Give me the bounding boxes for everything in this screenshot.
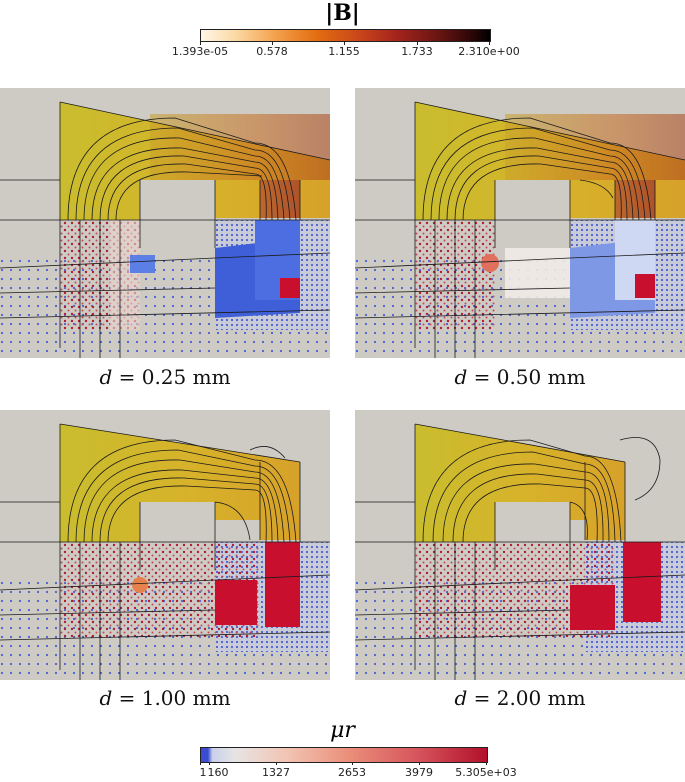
caption-value: = 2.00 mm: [467, 686, 586, 710]
simulation-panel: [0, 88, 330, 358]
bottom-tick-label: 1327: [262, 766, 290, 779]
caption-variable: d: [99, 365, 113, 389]
permeability-colorbar: [200, 747, 488, 763]
bottom-tick-label: 160: [207, 766, 229, 779]
top-tick-label: 0.578: [256, 45, 288, 58]
panel-caption: d = 0.50 mm: [355, 365, 685, 389]
caption-variable: d: [454, 365, 468, 389]
magnetic-field-colorbar-title: |B|: [325, 0, 360, 26]
simulation-panel: [355, 410, 685, 680]
top-tick-label: 1.393e-05: [171, 45, 229, 58]
caption-value: = 1.00 mm: [112, 686, 231, 710]
bottom-tick-label: 2653: [338, 766, 366, 779]
caption-variable: d: [99, 686, 113, 710]
simulation-panel: [0, 410, 330, 680]
caption-variable: d: [454, 686, 468, 710]
top-tick-label: 1.733: [401, 45, 433, 58]
bottom-tick-label: 3979: [405, 766, 433, 779]
panel-caption: d = 2.00 mm: [355, 686, 685, 710]
caption-value: = 0.25 mm: [112, 365, 231, 389]
panel-caption: d = 0.25 mm: [0, 365, 330, 389]
panel-caption: d = 1.00 mm: [0, 686, 330, 710]
top-tick-label: 1.155: [328, 45, 360, 58]
top-tick-label: 2.310e+00: [458, 45, 520, 58]
bottom-tick-label: 1: [199, 766, 207, 779]
magnetic-field-colorbar: [200, 29, 491, 42]
bottom-tick-label: 5.305e+03: [455, 766, 517, 779]
permeability-colorbar-title: μr: [330, 718, 355, 743]
caption-value: = 0.50 mm: [467, 365, 586, 389]
simulation-panel: [355, 88, 685, 358]
